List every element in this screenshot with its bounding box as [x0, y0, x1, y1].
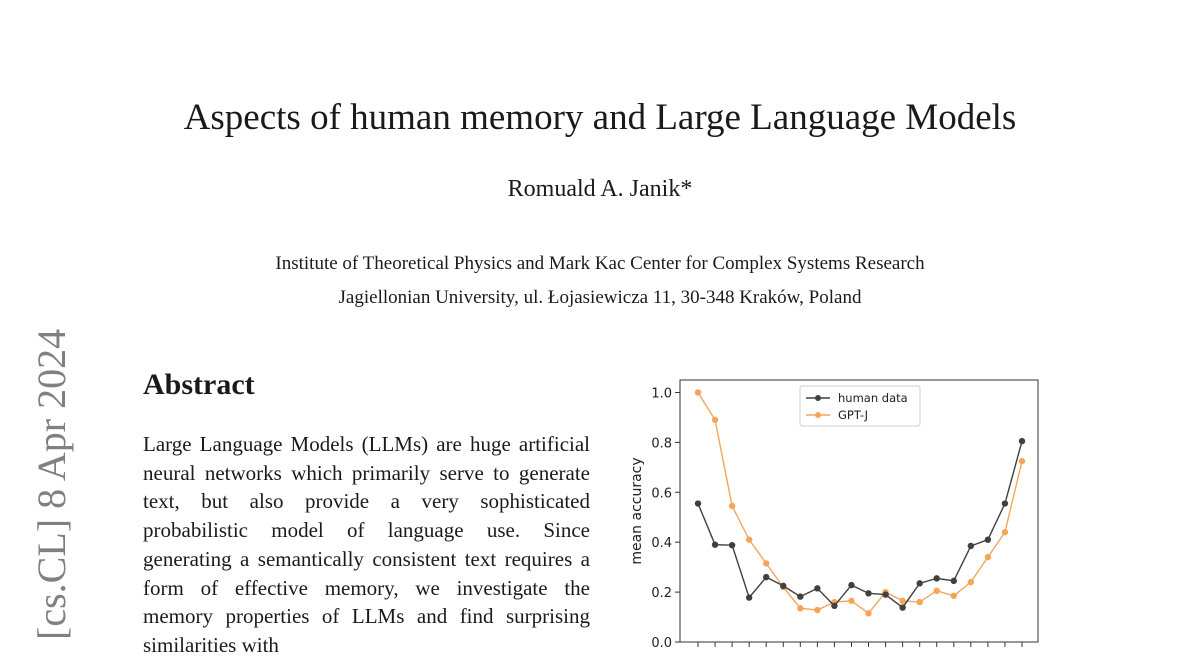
abstract-heading: Abstract	[143, 368, 255, 401]
data-point-human-data	[848, 581, 855, 589]
data-point-human-data	[984, 536, 992, 543]
author-name: Romuald A. Janik*	[507, 176, 693, 202]
y-tick-label: 0.4	[651, 536, 672, 551]
y-axis-label: mean accuracy	[629, 457, 645, 564]
data-point-gpt-j	[1018, 457, 1026, 465]
paper-title: Aspects of human memory and Large Langua…	[183, 97, 1017, 138]
series-layer	[694, 389, 1026, 617]
data-point-gpt-j	[728, 502, 736, 510]
data-point-gpt-j	[916, 598, 923, 606]
abstract-text: Large Language Models (LLMs) are huge ar…	[143, 432, 590, 657]
arxiv-stamp: [cs.CL] 8 Apr 2024	[29, 328, 74, 640]
data-point-human-data	[882, 591, 889, 598]
data-point-human-data	[780, 582, 787, 590]
data-point-gpt-j	[711, 416, 719, 424]
data-point-gpt-j	[1001, 529, 1009, 536]
data-point-human-data	[950, 577, 957, 585]
legend: human data GPT-J	[799, 385, 921, 427]
y-tick-label: 0.8	[651, 436, 672, 451]
data-point-human-data	[745, 594, 753, 601]
x-ticks	[697, 642, 1023, 647]
series-line-human-data	[697, 440, 1023, 609]
data-point-gpt-j	[848, 597, 855, 605]
data-point-human-data	[1018, 437, 1026, 445]
legend-box	[799, 385, 921, 427]
data-point-gpt-j	[763, 560, 770, 567]
data-point-human-data	[831, 602, 838, 610]
data-point-human-data	[797, 593, 804, 600]
legend-label-human-data: human data	[838, 391, 908, 405]
legend-marker-gpt-j	[815, 412, 821, 418]
data-point-human-data	[967, 542, 975, 550]
accuracy-chart: mean accuracy 0.0 0.2 0.4 0.6 0.8 1.0 human d…	[629, 379, 1039, 651]
y-tick-label: 0.0	[651, 636, 672, 651]
data-point-gpt-j	[950, 592, 957, 600]
data-point-gpt-j	[933, 587, 940, 595]
data-point-gpt-j	[967, 578, 975, 586]
data-point-gpt-j	[865, 610, 872, 617]
data-point-human-data	[711, 541, 719, 548]
affiliation-line-1: Institute of Theoretical Physics and Mar…	[275, 253, 925, 274]
data-point-human-data	[728, 541, 736, 549]
y-tick-label: 0.2	[651, 586, 672, 601]
data-point-human-data	[763, 573, 770, 581]
data-point-human-data	[1001, 500, 1009, 507]
affiliation-line-2: Jagiellonian University, ul. Łojasiewicz…	[338, 287, 862, 308]
data-point-gpt-j	[899, 597, 906, 605]
data-point-human-data	[865, 590, 872, 597]
data-point-gpt-j	[694, 389, 702, 396]
y-tick-label: 0.6	[651, 486, 672, 501]
legend-label-gpt-j: GPT-J	[838, 408, 868, 422]
data-point-human-data	[814, 585, 821, 592]
series-line-gpt-j	[697, 392, 1023, 615]
data-point-human-data	[694, 500, 702, 507]
data-point-gpt-j	[984, 553, 992, 561]
data-point-gpt-j	[814, 606, 821, 614]
data-point-human-data	[933, 575, 940, 582]
y-tick-label: 1.0	[651, 386, 672, 401]
data-point-human-data	[916, 580, 923, 587]
data-point-gpt-j	[797, 605, 804, 612]
legend-marker-human-data	[815, 395, 821, 401]
data-point-gpt-j	[745, 536, 753, 543]
y-ticks: 0.0 0.2 0.4 0.6 0.8 1.0	[651, 386, 680, 651]
data-point-human-data	[899, 604, 906, 611]
